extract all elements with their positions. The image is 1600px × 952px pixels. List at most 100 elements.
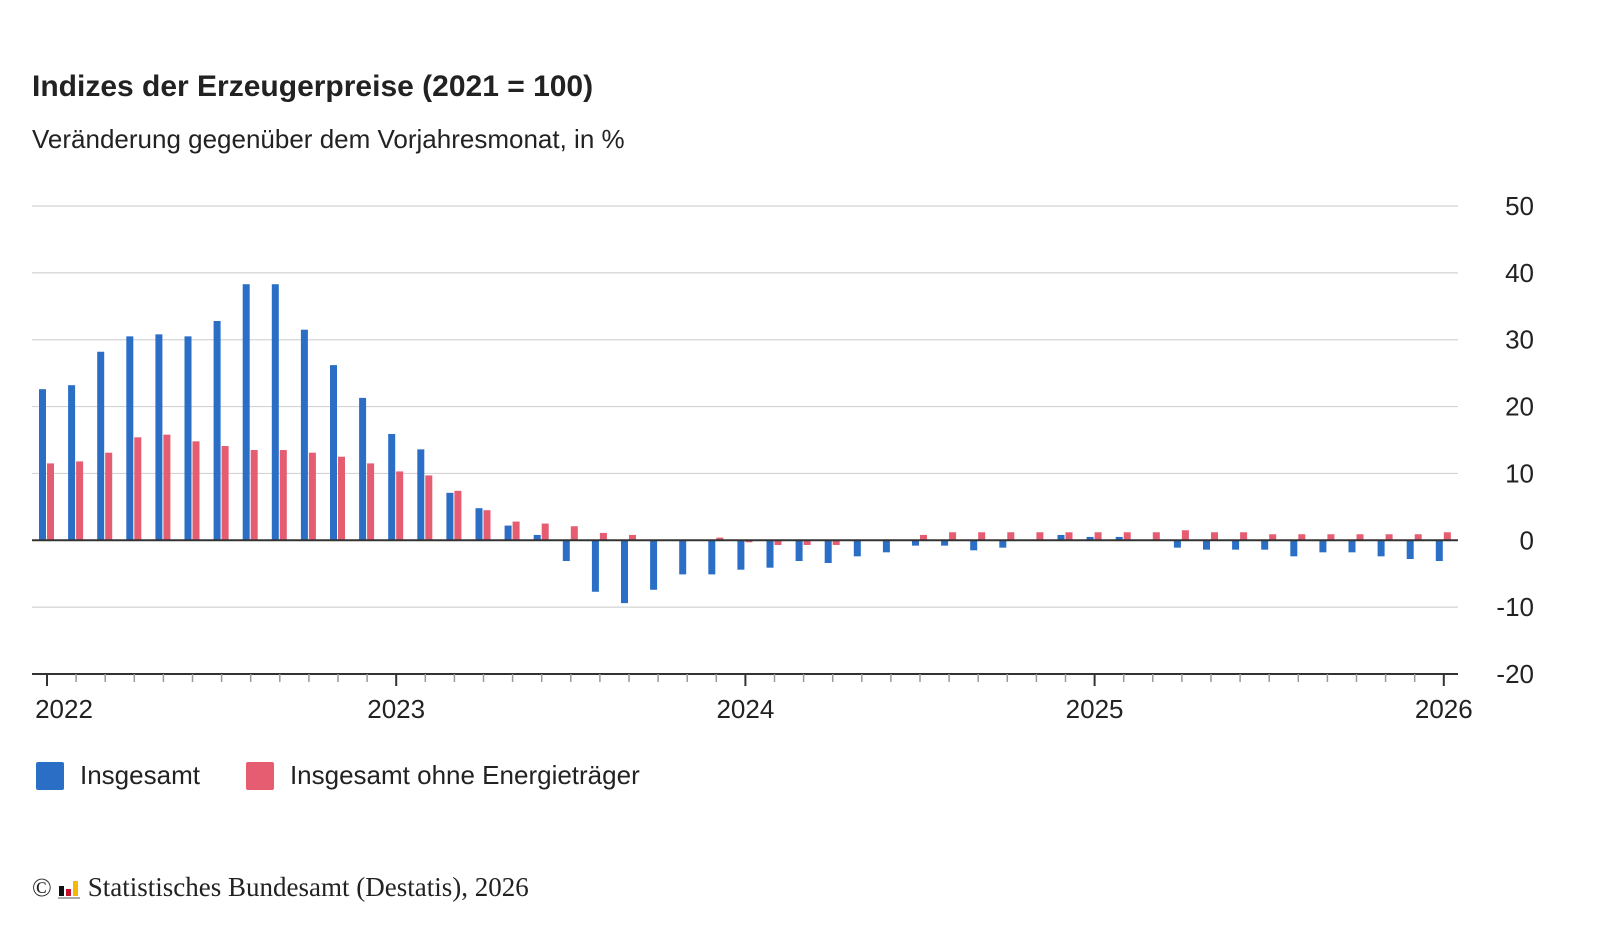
bar-insgesamt	[504, 525, 512, 541]
bar-insgesamt	[1290, 540, 1298, 557]
bar-ohne-energie	[512, 521, 520, 541]
bar-ohne-energie	[1094, 532, 1102, 541]
bar-ohne-energie	[716, 537, 724, 541]
bar-ohne-energie	[803, 540, 811, 545]
x-tick-label: 2022	[35, 694, 93, 724]
bar-insgesamt	[1319, 540, 1327, 553]
bar-insgesamt	[184, 336, 192, 541]
bar-insgesamt	[68, 385, 76, 541]
bar-ohne-energie	[338, 456, 345, 541]
x-tick-label: 2025	[1066, 694, 1124, 724]
bar-insgesamt	[533, 534, 541, 541]
bar-insgesamt	[271, 284, 279, 541]
bar-insgesamt	[853, 540, 861, 557]
bar-insgesamt	[39, 389, 46, 541]
bar-ohne-energie	[76, 461, 84, 541]
bar-insgesamt	[679, 540, 687, 575]
legend-swatch-blue	[36, 761, 64, 790]
bar-ohne-energie	[1065, 532, 1073, 541]
bar-insgesamt	[388, 433, 396, 541]
x-tick-label: 2026	[1415, 694, 1473, 724]
bar-insgesamt	[591, 540, 599, 592]
bar-chart: 2022 2023 2024 2025 2026 50 40 30 20 10 0 -10 -20	[32, 191, 1534, 724]
bar-insgesamt	[213, 320, 221, 541]
bar-ohne-energie	[949, 532, 957, 541]
bar-ohne-energie	[1356, 534, 1364, 541]
bar-insgesamt	[417, 449, 425, 541]
source-footer: © Statistisches Bundesamt (Destatis), 20…	[32, 872, 529, 903]
y-tick-label: 30	[1505, 325, 1534, 355]
legend-label: Insgesamt	[80, 760, 200, 790]
bar-ohne-energie	[978, 532, 986, 541]
bar-insgesamt	[650, 540, 658, 590]
bar-insgesamt	[1348, 540, 1356, 553]
bar-insgesamt	[737, 540, 745, 570]
bar-insgesamt	[242, 284, 250, 541]
gridlines	[32, 205, 1458, 608]
bar-insgesamt	[970, 540, 978, 551]
bar-insgesamt	[621, 540, 628, 604]
bar-ohne-energie	[47, 463, 54, 541]
bar-insgesamt	[359, 397, 367, 541]
bar-insgesamt	[882, 540, 890, 553]
bar-insgesamt	[1377, 540, 1385, 557]
bar-ohne-energie	[1298, 534, 1306, 541]
bar-ohne-energie	[192, 441, 200, 541]
bar-ohne-energie	[1443, 532, 1451, 541]
bar-insgesamt	[1406, 540, 1414, 560]
bar-insgesamt	[330, 365, 337, 541]
bar-insgesamt	[1435, 540, 1443, 562]
y-tick-label: 10	[1505, 458, 1534, 488]
bar-ohne-energie	[1327, 534, 1335, 541]
bar-ohne-energie	[1269, 534, 1277, 541]
bars	[39, 284, 1451, 604]
y-tick-label: 20	[1505, 392, 1534, 422]
bar-ohne-energie	[279, 450, 287, 541]
bar-ohne-energie	[425, 475, 433, 541]
legend-swatch-red	[245, 761, 274, 790]
bar-insgesamt	[126, 336, 134, 541]
bar-ohne-energie	[832, 540, 840, 545]
bar-insgesamt	[562, 540, 570, 562]
x-tick-label: 2024	[716, 694, 774, 724]
bar-insgesamt	[446, 492, 454, 541]
bar-insgesamt	[999, 540, 1007, 548]
legend-label: Insgesamt ohne Energieträger	[289, 760, 640, 790]
bar-ohne-energie	[1152, 532, 1160, 541]
bar-ohne-energie	[221, 446, 229, 541]
destatis-logo-icon	[57, 877, 80, 899]
bar-insgesamt	[1261, 540, 1269, 550]
bar-ohne-energie	[367, 463, 375, 541]
chart-title: Indizes der Erzeugerpreise (2021 = 100)	[32, 70, 594, 103]
y-tick-label: -10	[1496, 592, 1534, 622]
bar-ohne-energie	[920, 534, 927, 541]
bar-ohne-energie	[1123, 532, 1131, 541]
bar-ohne-energie	[1240, 532, 1248, 541]
bar-ohne-energie	[1007, 532, 1015, 541]
x-axis: 2022 2023 2024 2025 2026	[32, 539, 1473, 724]
bar-insgesamt	[1086, 536, 1094, 541]
y-tick-label: -20	[1496, 659, 1534, 689]
bar-ohne-energie	[105, 452, 113, 541]
bar-ohne-energie	[570, 526, 578, 541]
legend-item-ohne-energie[interactable]: Insgesamt ohne Energieträger	[245, 760, 640, 791]
y-tick-label: 50	[1505, 191, 1534, 221]
bar-insgesamt	[155, 334, 163, 541]
bar-ohne-energie	[483, 510, 491, 541]
source-text: Statistisches Bundesamt (Destatis), 2026	[87, 872, 529, 902]
bar-ohne-energie	[134, 437, 142, 541]
x-tick-label: 2023	[367, 694, 425, 724]
bar-ohne-energie	[163, 434, 171, 541]
bar-insgesamt	[912, 540, 919, 546]
bar-ohne-energie	[308, 452, 316, 541]
bar-ohne-energie	[1385, 534, 1393, 541]
bar-ohne-energie	[1181, 530, 1189, 541]
legend-item-insgesamt[interactable]: Insgesamt	[36, 760, 200, 791]
bar-insgesamt	[1115, 536, 1123, 541]
bar-insgesamt	[475, 508, 483, 541]
bar-ohne-energie	[541, 523, 549, 541]
bar-insgesamt	[795, 540, 803, 562]
y-tick-label: 0	[1520, 525, 1534, 555]
bar-ohne-energie	[774, 540, 782, 545]
bar-insgesamt	[1203, 540, 1210, 550]
